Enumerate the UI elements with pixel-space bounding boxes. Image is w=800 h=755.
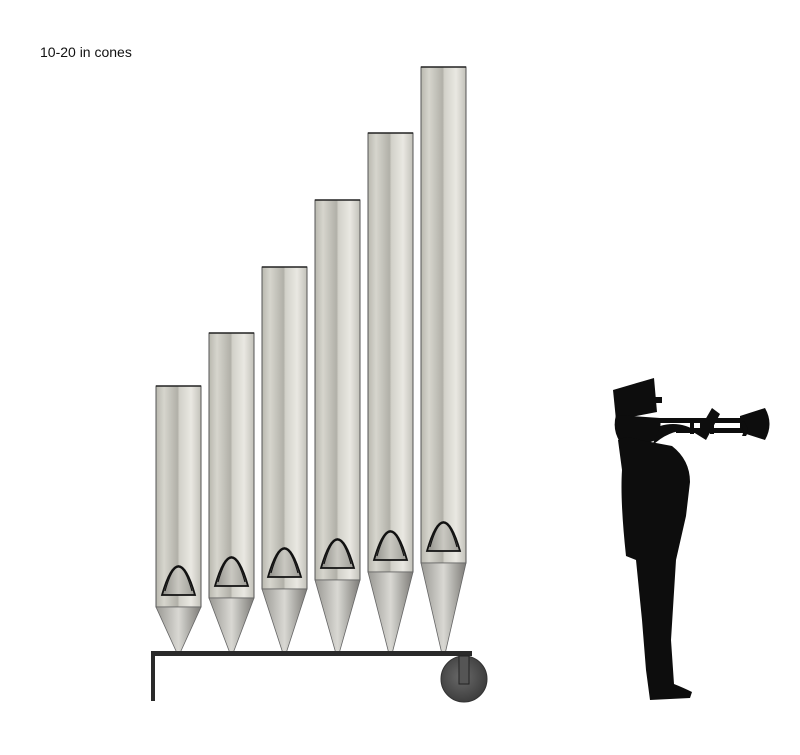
pipe-mouth-lip (429, 522, 458, 548)
trumpet-player-silhouette (613, 378, 770, 700)
pipe-cone (208, 597, 255, 653)
hat-brim (652, 397, 662, 403)
pipe-5 (367, 132, 414, 653)
pipe-body (261, 266, 308, 590)
pipes-group (155, 66, 467, 653)
pipe-body (367, 132, 414, 573)
wheel-bracket (458, 655, 470, 685)
pipe-mouth (319, 538, 356, 569)
arms (652, 408, 720, 446)
pipe-cone (155, 606, 202, 653)
pipe-mouth-lip (270, 548, 299, 574)
pipe-mouth (160, 565, 197, 596)
pipe-mouth-lip (376, 531, 405, 557)
pipe-cone (420, 562, 467, 653)
cart (151, 651, 488, 703)
pipe-mouth (372, 530, 409, 561)
caption-text: 10-20 in cones (40, 44, 132, 60)
pipe-body (420, 66, 467, 564)
pipe-3 (261, 266, 308, 653)
pipe-cone (367, 571, 414, 653)
pipe-mouth-lip (164, 566, 193, 592)
pipe-cone (314, 579, 361, 653)
body (618, 437, 692, 700)
pipe-cone (261, 588, 308, 653)
pipe-mouth (213, 556, 250, 587)
pipe-mouth (266, 547, 303, 578)
pipe-2 (208, 332, 255, 653)
trumpet (655, 408, 770, 440)
cart-leg (151, 651, 155, 701)
pipe-1 (155, 385, 202, 653)
pipe-body (314, 199, 361, 581)
hat (613, 378, 657, 420)
pipe-mouth-lip (323, 539, 352, 565)
pipe-mouth-lip (217, 557, 246, 583)
pipe-6 (420, 66, 467, 653)
pipe-mouth (425, 521, 462, 552)
pipe-4 (314, 199, 361, 653)
cart-rail (152, 651, 472, 656)
pipe-body (208, 332, 255, 599)
